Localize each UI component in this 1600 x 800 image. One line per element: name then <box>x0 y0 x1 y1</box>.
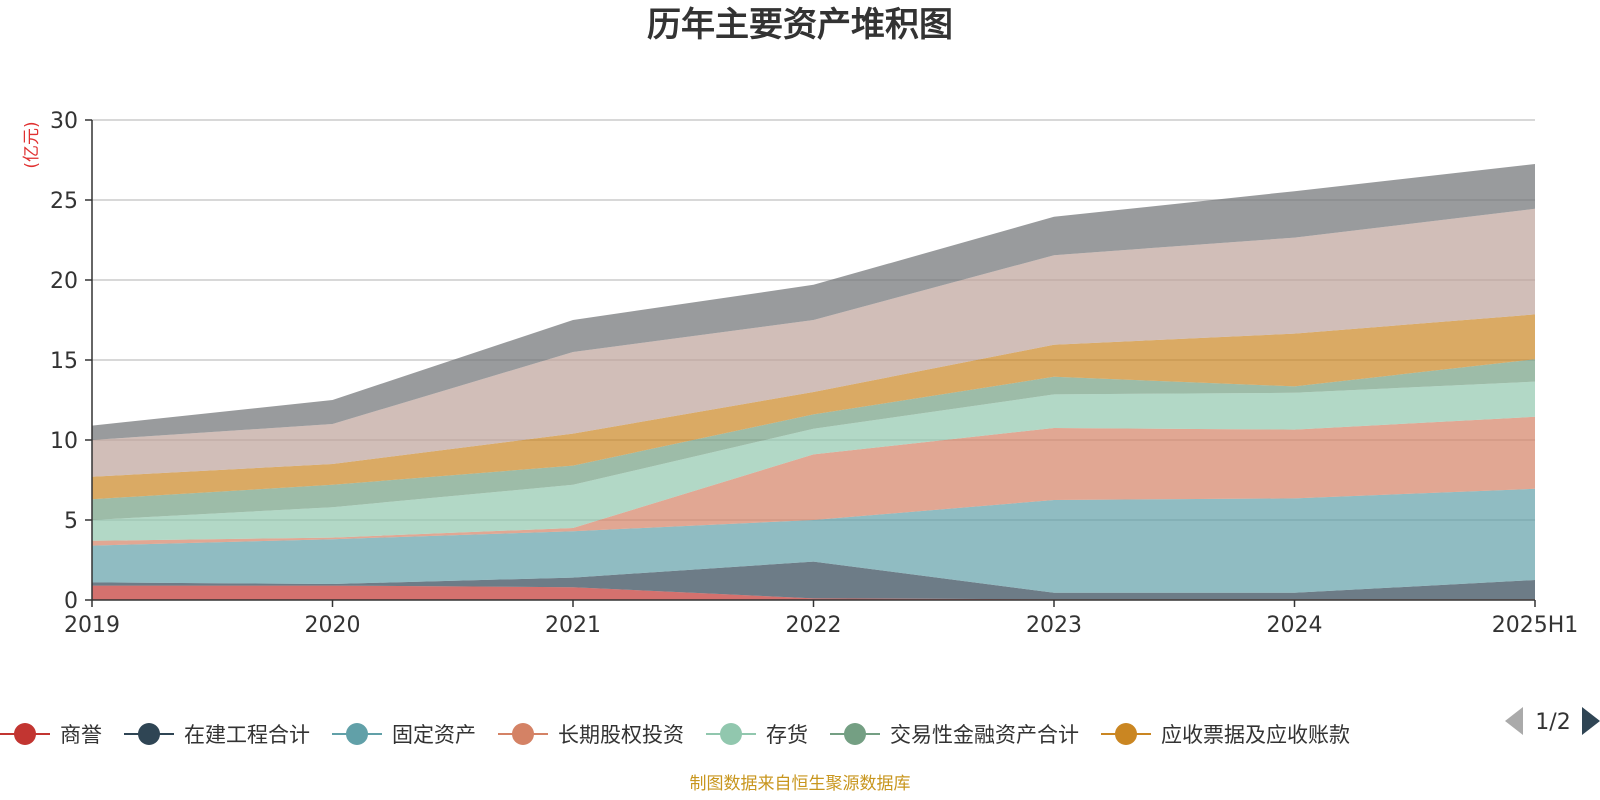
x-tick-label: 2024 <box>1267 613 1323 638</box>
y-tick-label: 15 <box>50 349 78 374</box>
legend-label: 固定资产 <box>392 723 476 747</box>
area-series-1 <box>92 561 1535 600</box>
y-tick-label: 5 <box>64 509 78 534</box>
area-series-5 <box>92 359 1535 520</box>
x-tick-label: 2019 <box>64 613 120 638</box>
legend-item[interactable]: 固定资产 <box>332 723 476 747</box>
legend-label: 交易性金融资产合计 <box>890 723 1079 747</box>
area-series-7 <box>92 208 1535 477</box>
legend-pager: 1/2 <box>1505 707 1600 735</box>
chart-title: 历年主要资产堆积图 <box>647 5 953 45</box>
legend-item[interactable]: 存货 <box>706 723 808 747</box>
y-tick-label: 10 <box>50 429 78 454</box>
legend-next-arrow-icon[interactable] <box>1582 707 1600 735</box>
legend-label: 长期股权投资 <box>558 723 684 747</box>
legend-label: 在建工程合计 <box>184 723 310 747</box>
y-tick-label: 0 <box>64 589 78 614</box>
area-series-3 <box>92 416 1535 546</box>
legend-prev-arrow-icon[interactable] <box>1505 707 1523 735</box>
legend-label: 存货 <box>766 723 808 747</box>
x-tick-label: 2021 <box>545 613 601 638</box>
legend-circle-icon <box>138 723 160 745</box>
legend-circle-icon <box>844 723 866 745</box>
area-series-6 <box>92 314 1535 500</box>
x-tick-label: 2025H1 <box>1492 613 1579 638</box>
legend-label: 应收票据及应收账款 <box>1161 723 1350 747</box>
y-tick-label: 30 <box>50 109 78 134</box>
legend-page-indicator: 1/2 <box>1535 710 1570 735</box>
y-tick-label: 25 <box>50 189 78 214</box>
legend-item[interactable]: 长期股权投资 <box>498 723 684 747</box>
area-series-0 <box>92 585 1535 600</box>
y-tick-label: 20 <box>50 269 78 294</box>
y-axis-unit: (亿元) <box>22 121 42 168</box>
legend-item[interactable]: 商誉 <box>0 723 102 747</box>
x-tick-label: 2023 <box>1026 613 1082 638</box>
legend: 商誉 在建工程合计 固定资产 长期股权投资 存货 交易性金融资产合计 应收票据及应收账款 <box>0 723 1350 747</box>
legend-item[interactable]: 应收票据及应收账款 <box>1101 723 1350 747</box>
area-series-8 <box>92 164 1535 440</box>
x-tick-label: 2022 <box>786 613 842 638</box>
legend-item[interactable]: 交易性金融资产合计 <box>830 723 1079 747</box>
legend-circle-icon <box>720 723 742 745</box>
legend-circle-icon <box>512 723 534 745</box>
axis-layer: 0 5 10 15 20 25 30 2019 2020 2021 2022 2023 2024 2025… <box>50 109 1578 638</box>
area-layer <box>92 164 1535 600</box>
area-series-2 <box>92 488 1535 593</box>
legend-circle-icon <box>346 723 368 745</box>
x-tick-label: 2020 <box>305 613 361 638</box>
legend-item[interactable]: 在建工程合计 <box>124 723 310 747</box>
legend-circle-icon <box>1115 723 1137 745</box>
legend-circle-icon <box>14 723 36 745</box>
data-source-note: 制图数据来自恒生聚源数据库 <box>690 774 911 794</box>
area-series-4 <box>92 381 1535 541</box>
legend-label: 商誉 <box>60 723 102 747</box>
